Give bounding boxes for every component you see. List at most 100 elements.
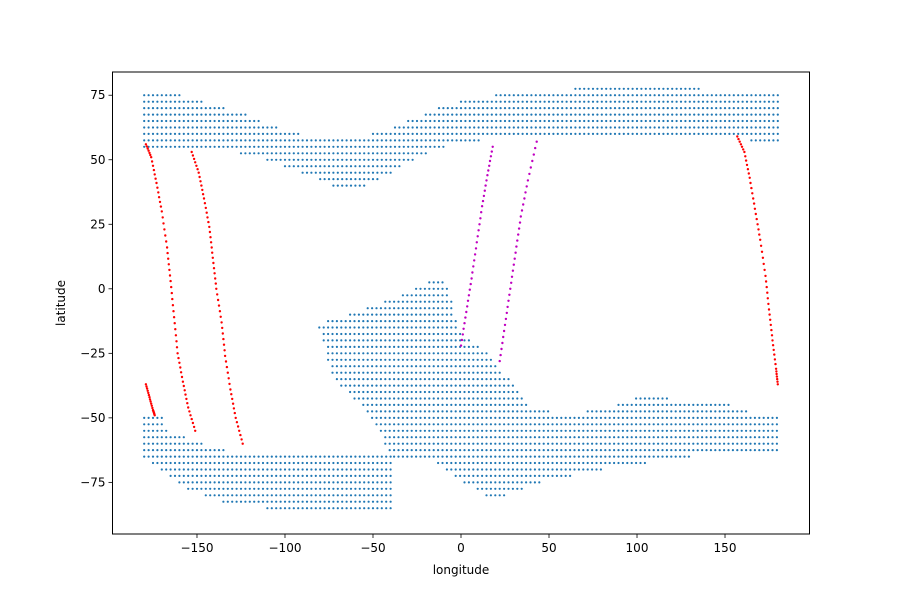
- grid-point: [419, 300, 422, 303]
- grid-point: [754, 100, 757, 103]
- grid-point: [366, 339, 369, 342]
- track-point: [773, 358, 777, 361]
- track-point: [481, 199, 485, 203]
- grid-point: [643, 403, 647, 406]
- grid-point: [297, 158, 300, 161]
- grid-point: [459, 100, 463, 103]
- grid-point: [464, 100, 467, 103]
- grid-point: [332, 461, 335, 465]
- grid-point: [472, 384, 475, 387]
- grid-point: [200, 442, 203, 445]
- grid-point: [441, 397, 444, 400]
- track-point: [767, 308, 771, 311]
- grid-point: [191, 474, 194, 477]
- grid-point: [507, 416, 510, 419]
- grid-point: [583, 100, 586, 103]
- track-point: [758, 233, 761, 236]
- grid-point: [257, 468, 260, 471]
- grid-point: [485, 474, 488, 477]
- grid-point: [652, 397, 655, 400]
- grid-point: [503, 487, 506, 490]
- grid-point: [401, 436, 404, 439]
- grid-point: [275, 481, 278, 484]
- grid-point: [385, 494, 388, 497]
- grid-point: [349, 365, 352, 368]
- grid-point: [327, 507, 331, 510]
- track-point: [764, 274, 767, 278]
- grid-point: [419, 320, 422, 323]
- track-point: [182, 384, 185, 388]
- grid-point: [626, 442, 629, 445]
- grid-point: [319, 139, 322, 142]
- grid-point: [657, 410, 660, 413]
- grid-point: [706, 107, 709, 110]
- grid-point: [626, 403, 629, 406]
- grid-point: [406, 378, 409, 381]
- grid-point: [476, 390, 479, 394]
- grid-point: [415, 145, 419, 148]
- grid-point: [349, 165, 353, 168]
- track-point: [148, 151, 151, 155]
- grid-point: [410, 358, 413, 361]
- grid-point: [397, 384, 400, 387]
- grid-point: [613, 461, 616, 465]
- grid-point: [617, 455, 620, 458]
- grid-point: [406, 326, 409, 329]
- grid-point: [332, 481, 335, 484]
- grid-point: [529, 474, 532, 477]
- grid-point: [709, 410, 713, 413]
- grid-point: [187, 455, 190, 458]
- grid-point: [305, 152, 309, 155]
- track-point: [192, 425, 196, 429]
- track-point: [506, 305, 509, 309]
- grid-point: [363, 507, 366, 510]
- grid-point: [648, 397, 651, 400]
- grid-point: [332, 500, 335, 503]
- grid-point: [441, 378, 444, 381]
- grid-point: [384, 436, 387, 439]
- grid-point: [772, 113, 775, 116]
- grid-point: [494, 365, 497, 368]
- grid-point: [555, 436, 559, 439]
- grid-point: [354, 158, 357, 161]
- grid-point: [305, 494, 309, 497]
- grid-point: [662, 126, 665, 129]
- grid-point: [156, 139, 159, 142]
- grid-point: [410, 320, 413, 323]
- grid-point: [375, 371, 378, 374]
- grid-point: [279, 481, 282, 484]
- grid-point: [551, 468, 554, 471]
- grid-point: [718, 449, 721, 452]
- grid-point: [583, 132, 586, 135]
- grid-point: [388, 449, 391, 452]
- x-axis-label: longitude: [433, 563, 490, 577]
- grid-point: [688, 107, 691, 110]
- grid-point: [423, 313, 426, 316]
- grid-point: [173, 449, 177, 452]
- grid-point: [472, 468, 475, 471]
- grid-point: [608, 423, 611, 426]
- grid-point: [534, 94, 537, 97]
- grid-point: [178, 113, 181, 116]
- grid-point: [401, 300, 404, 303]
- track-point: [197, 171, 200, 174]
- grid-point: [591, 100, 595, 103]
- grid-point: [476, 423, 479, 426]
- grid-point: [437, 403, 440, 406]
- grid-point: [763, 94, 766, 97]
- grid-point: [344, 332, 347, 336]
- grid-point: [345, 455, 348, 458]
- grid-point: [160, 100, 163, 103]
- grid-point: [191, 461, 194, 465]
- grid-point: [608, 416, 611, 419]
- grid-point: [688, 126, 691, 129]
- grid-point: [423, 326, 426, 329]
- track-point: [191, 154, 195, 157]
- grid-point: [376, 145, 379, 148]
- grid-point: [344, 339, 347, 342]
- grid-point: [270, 132, 273, 135]
- grid-point: [428, 390, 431, 394]
- grid-point: [349, 384, 352, 387]
- grid-point: [741, 94, 744, 97]
- grid-point: [160, 449, 163, 452]
